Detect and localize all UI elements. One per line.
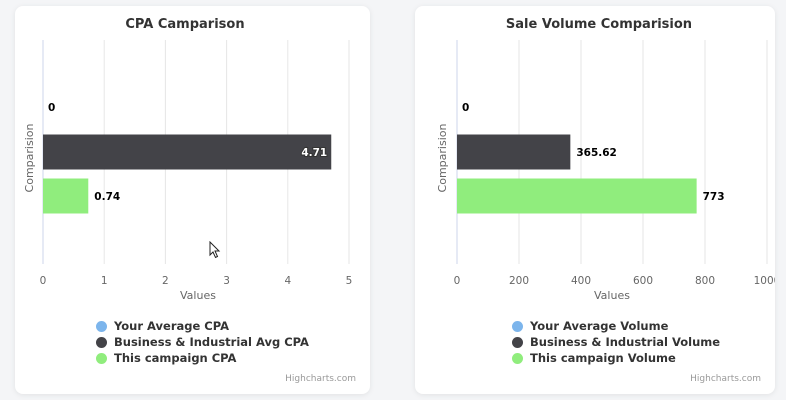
data-labels: 0 365.62 773: [462, 102, 725, 203]
legend-marker: [96, 336, 107, 348]
credits-link[interactable]: Highcharts.com: [285, 374, 356, 384]
tick-label: 5: [346, 275, 353, 287]
x-axis-title: Values: [180, 289, 216, 302]
tick-label: 400: [571, 275, 591, 287]
legend-marker: [512, 352, 523, 364]
mouse-cursor-icon: [209, 241, 221, 259]
chart-title: CPA Camparison: [125, 17, 244, 32]
data-label: 0.74: [94, 191, 120, 203]
data-label: 0: [48, 102, 55, 114]
x-ticks: 0 1 2 3 4 5: [40, 275, 353, 287]
legend-label: Business & Industrial Volume: [530, 335, 721, 349]
legend: Your Average Volume Business & Industria…: [415, 318, 775, 366]
legend-label: This campaign Volume: [530, 351, 676, 365]
tick-label: 2: [162, 275, 169, 287]
cpa-chart-svg: CPA Camparison Comparision Values 04.710…: [23, 17, 353, 302]
bar: [43, 178, 89, 214]
legend-marker: [96, 320, 107, 332]
data-label: 4.71: [301, 147, 327, 159]
tick-label: 600: [633, 275, 653, 287]
x-ticks: 0 200 400 600 800 1000: [454, 275, 775, 287]
tick-label: 0: [454, 275, 461, 287]
data-label: 773: [703, 191, 725, 203]
legend-label: Your Average Volume: [530, 319, 669, 333]
legend: Your Average CPA Business & Industrial A…: [15, 318, 370, 366]
tick-label: 0: [40, 275, 47, 287]
grid: [456, 40, 768, 264]
data-label: 0: [462, 102, 469, 114]
tick-label: 200: [509, 275, 529, 287]
tick-label: 800: [695, 275, 715, 287]
legend-item[interactable]: Your Average Volume: [512, 318, 775, 334]
legend-item[interactable]: Your Average CPA: [96, 318, 370, 334]
tick-label: 3: [223, 275, 230, 287]
legend-label: Your Average CPA: [114, 319, 229, 333]
cpa-comparison-card: CPA Camparison Comparision Values 0 4.71 0…: [15, 6, 370, 394]
legend-item[interactable]: Business & Industrial Volume: [512, 334, 775, 350]
legend-item[interactable]: This campaign Volume: [512, 350, 775, 366]
legend-marker: [512, 336, 523, 348]
bar: [457, 178, 697, 214]
legend-label: This campaign CPA: [114, 351, 237, 365]
data-label: 365.62: [576, 147, 617, 159]
bars: [457, 134, 697, 214]
bars: [43, 134, 332, 214]
legend-label: Business & Industrial Avg CPA: [114, 335, 309, 349]
credits-link[interactable]: Highcharts.com: [690, 374, 761, 384]
x-axis-title: Values: [594, 289, 630, 302]
y-axis-title: Comparision: [436, 124, 449, 193]
tick-label: 4: [284, 275, 291, 287]
chart-title: Sale Volume Comparision: [506, 17, 692, 32]
legend-item[interactable]: Business & Industrial Avg CPA: [96, 334, 370, 350]
legend-marker: [96, 352, 107, 364]
data-labels: 0 4.71 0.74: [48, 102, 328, 203]
legend-marker: [512, 320, 523, 332]
y-axis-title: Comparision: [23, 124, 36, 193]
tick-label: 1: [101, 275, 108, 287]
volume-chart-svg: Sale Volume Comparision Comparision Valu…: [436, 17, 775, 302]
bar: [43, 134, 332, 170]
legend-item[interactable]: This campaign CPA: [96, 350, 370, 366]
sale-volume-comparison-card: Sale Volume Comparision Comparision Valu…: [415, 6, 775, 394]
tick-label: 1000: [754, 275, 775, 287]
bar: [457, 134, 571, 170]
